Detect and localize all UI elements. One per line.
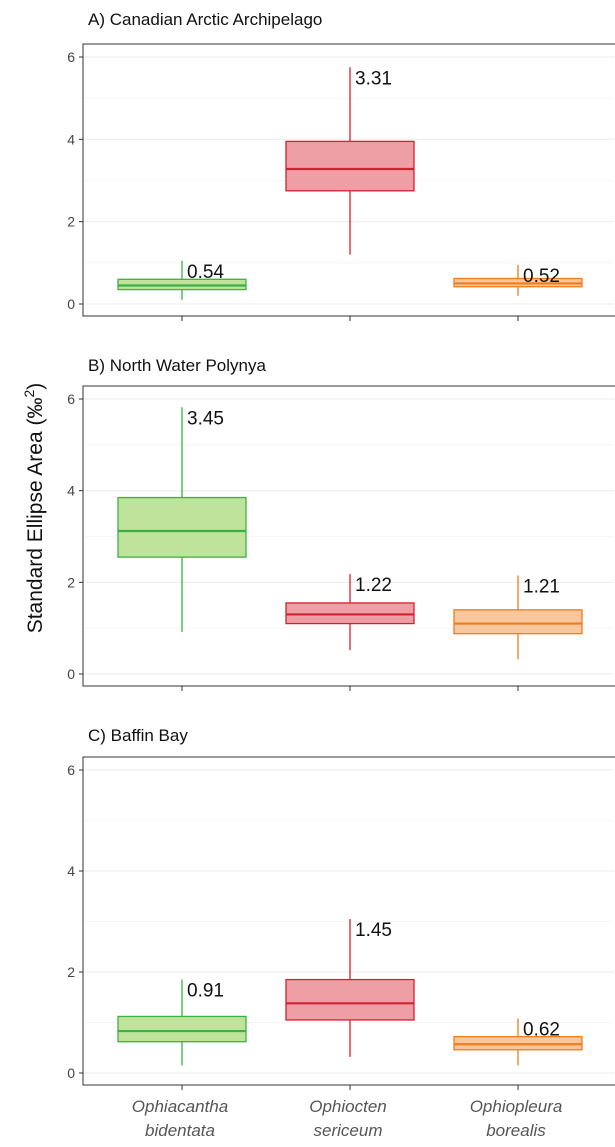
y-tick-label: 4 (67, 863, 75, 879)
data-label: 0.62 (523, 1019, 560, 1040)
box-red: 1.22 (285, 574, 415, 651)
category-label: bidentata (145, 1121, 215, 1140)
box-red: 3.31 (285, 67, 415, 255)
y-tick-label: 0 (67, 1065, 75, 1081)
box-orange: 0.62 (453, 1018, 583, 1066)
data-label: 1.22 (355, 575, 392, 596)
box-green: 0.54 (117, 260, 247, 300)
y-tick-label: 0 (67, 666, 75, 682)
panel-title: C) Baffin Bay (88, 726, 188, 745)
data-label: 3.45 (187, 408, 224, 429)
category-label: Ophiocten (309, 1097, 387, 1116)
box-iqr (285, 978, 415, 1021)
category-label: Ophiopleura (470, 1097, 563, 1116)
panel-title: A) Canadian Arctic Archipelago (88, 10, 322, 29)
data-label: 0.91 (187, 981, 224, 1002)
box-iqr (285, 140, 415, 192)
box-red: 1.45 (285, 918, 415, 1057)
data-label: 0.52 (523, 266, 560, 287)
y-tick-label: 6 (67, 762, 75, 778)
y-tick-label: 2 (67, 574, 75, 590)
y-tick-label: 4 (67, 131, 75, 147)
box-iqr (453, 609, 583, 635)
category-label: Ophiacantha (132, 1097, 228, 1116)
data-label: 1.21 (523, 576, 560, 597)
data-label: 0.54 (187, 262, 224, 283)
data-label: 1.45 (355, 920, 392, 941)
box-orange: 0.52 (453, 264, 583, 296)
y-tick-label: 0 (67, 296, 75, 312)
panel-1: A) Canadian Arctic Archipelago 0 2 4 6 0.54 3.… (67, 10, 615, 321)
data-label: 3.31 (355, 68, 392, 89)
y-axis-label-text: Standard Ellipse Area (‰ (24, 398, 47, 634)
y-tick-label: 4 (67, 483, 75, 499)
panel-3: C) Baffin Bay 0 2 4 6 0.91 1.45 0.62 (67, 726, 615, 1090)
box-green: 0.91 (117, 979, 247, 1066)
y-tick-label: 6 (67, 391, 75, 407)
panel-2: B) North Water Polynya 0 2 4 6 3.45 1.22 1.21 (67, 356, 615, 691)
y-tick-label: 2 (67, 964, 75, 980)
box-orange: 1.21 (453, 575, 583, 660)
box-iqr (285, 602, 415, 625)
y-axis-label: Standard Ellipse Area (‰2) (21, 383, 47, 634)
y-axis-label-close: ) (24, 383, 47, 390)
box-iqr (117, 1015, 247, 1043)
y-tick-label: 2 (67, 214, 75, 230)
box-iqr (117, 496, 247, 558)
y-tick-label: 6 (67, 49, 75, 65)
y-axis-label-superscript: 2 (21, 390, 37, 398)
category-label: borealis (486, 1121, 546, 1140)
box-green: 3.45 (117, 407, 247, 632)
panel-title: B) North Water Polynya (88, 356, 266, 375)
category-label: sericeum (314, 1121, 383, 1140)
